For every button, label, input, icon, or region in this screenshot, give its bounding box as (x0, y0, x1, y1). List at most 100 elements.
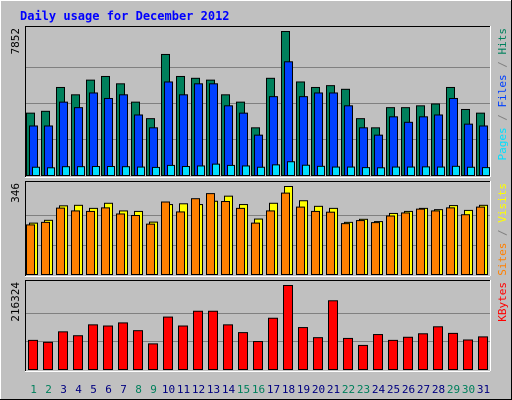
kbytes-bar (478, 336, 488, 371)
kbytes-bar (268, 317, 278, 371)
x-tick-label: 30 (462, 383, 475, 396)
sites-bar (311, 210, 320, 275)
kbytes-bar (418, 333, 428, 371)
pages-bar (467, 166, 475, 177)
x-tick-label: 9 (150, 383, 157, 396)
x-tick-label: 23 (357, 383, 370, 396)
x-tick-label: 18 (282, 383, 295, 396)
sites-bar (266, 210, 275, 275)
pages-bar (122, 166, 130, 176)
kbytes-bar (163, 316, 173, 371)
x-tick-label: 28 (432, 383, 445, 396)
pages-bar (77, 166, 85, 176)
x-tick-label: 26 (402, 383, 415, 396)
x-tick-label: 12 (192, 383, 205, 396)
pages-bar (197, 165, 205, 177)
sites-bar (416, 208, 425, 275)
sites-bar (176, 211, 185, 276)
x-tick-label: 16 (252, 383, 265, 396)
pages-bar (47, 167, 55, 176)
pages-bar (137, 166, 145, 177)
files-bar (269, 96, 278, 176)
legend-entry: / (496, 55, 509, 75)
kbytes-bar (88, 324, 98, 370)
kbytes-bar (403, 336, 413, 371)
sites-bar (326, 211, 335, 276)
sites-bar (221, 201, 230, 275)
x-tick-label: 31 (477, 383, 490, 396)
x-tick-label: 17 (267, 383, 280, 396)
legend-entry: Visits (496, 183, 509, 223)
kbytes-bar (133, 330, 143, 370)
kbytes-bar (193, 310, 203, 370)
sites-bar (476, 206, 485, 275)
files-bar (89, 92, 98, 176)
sites-bar (431, 210, 440, 275)
legend-entry: Sites (496, 243, 509, 276)
sites-bar (206, 193, 215, 275)
x-tick-label: 10 (162, 383, 175, 396)
pages-bar (107, 166, 115, 176)
legend: Sites / Visits (496, 183, 509, 276)
sites-bar (251, 222, 260, 276)
sites-bar (86, 210, 95, 275)
kbytes-bar (253, 341, 263, 370)
files-bar (194, 83, 203, 176)
pages-bar (422, 166, 430, 176)
x-tick-label: 29 (447, 383, 460, 396)
kbytes-bar (73, 335, 83, 371)
files-bar (284, 61, 293, 176)
x-tick-label: 7 (120, 383, 127, 396)
x-tick-label: 20 (312, 383, 325, 396)
x-tick-label: 21 (327, 383, 340, 396)
kbytes-bar (463, 339, 473, 370)
sites-bar (146, 223, 155, 275)
files-bar (299, 96, 308, 176)
sites-bar (446, 207, 455, 276)
legend-entry: / (496, 108, 509, 128)
legend-entry: Pages (496, 127, 509, 160)
pages-bar (182, 166, 190, 176)
pages-bar (482, 167, 490, 176)
sites-bar (41, 221, 50, 275)
sites-bar (101, 207, 110, 276)
legend: Pages / Files / Hits (496, 28, 509, 161)
kbytes-bar (208, 310, 218, 370)
sites-bar (71, 210, 80, 275)
pages-bar (62, 166, 70, 176)
x-tick-label: 8 (135, 383, 142, 396)
chart-title: Daily usage for December 2012 (20, 9, 230, 23)
x-tick-label: 2 (45, 383, 52, 396)
sites-bar (386, 215, 395, 275)
pages-bar (437, 166, 445, 177)
pages-bar (242, 165, 250, 177)
pages-bar (302, 164, 310, 177)
files-bar (344, 105, 353, 176)
sites-bar (161, 201, 170, 275)
legend-entry: / (496, 223, 509, 243)
kbytes-bar (178, 325, 188, 370)
x-tick-label: 24 (372, 383, 386, 396)
x-tick-label: 15 (237, 383, 250, 396)
pages-bar (152, 166, 160, 177)
y-max-label: 7852 (9, 28, 22, 55)
kbytes-bar (148, 343, 158, 370)
sites-bar (116, 213, 125, 275)
pages-bar (92, 166, 100, 176)
y-max-label: 216324 (9, 282, 22, 322)
files-bar (209, 83, 218, 176)
files-bar (74, 107, 83, 176)
legend-entry: KBytes (496, 282, 509, 322)
kbytes-bar (343, 337, 353, 370)
pages-bar (32, 166, 40, 177)
kbytes-bar (103, 325, 113, 370)
x-tick-label: 11 (177, 383, 190, 396)
sites-bar (356, 220, 365, 275)
sites-bar (461, 214, 470, 276)
kbytes-bar (448, 332, 458, 371)
pages-bar (452, 165, 460, 177)
sites-bar (371, 222, 380, 275)
kbytes-bar (58, 331, 68, 371)
x-tick-label: 25 (387, 383, 400, 396)
